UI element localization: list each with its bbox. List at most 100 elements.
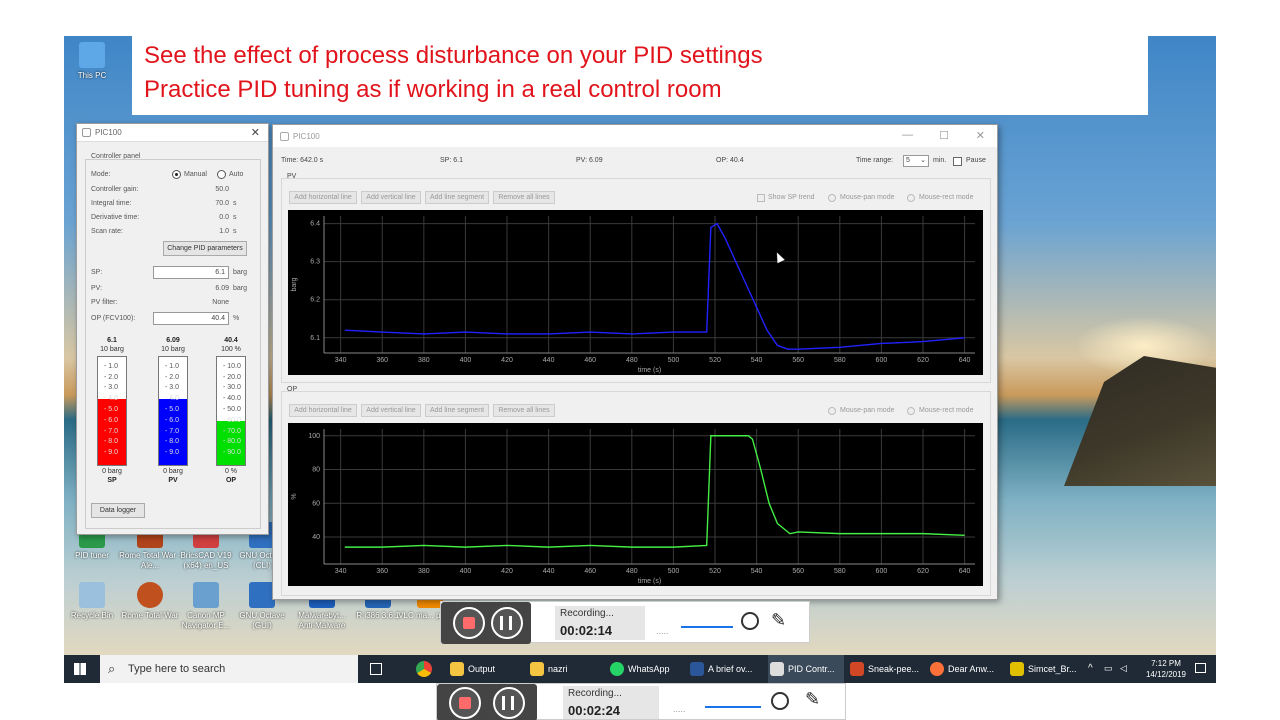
op-readout: OP: 40.4 bbox=[716, 157, 744, 164]
webcam-icon[interactable] bbox=[771, 692, 789, 710]
volume-slider[interactable] bbox=[705, 706, 761, 708]
pause-record-button[interactable] bbox=[493, 687, 525, 719]
bar-tick: - 9.0 bbox=[165, 449, 180, 457]
pv-mouse-pan-radio[interactable] bbox=[828, 194, 836, 202]
op-add-horizontal-line-button[interactable]: Add horizontal line bbox=[289, 404, 357, 417]
op-input[interactable]: 40.4 bbox=[153, 312, 229, 325]
taskbar-item-powerpoint[interactable]: Sneak-pee... bbox=[848, 655, 924, 683]
maximize-icon[interactable]: ☐ bbox=[939, 130, 949, 142]
taskbar-item-whatsapp[interactable]: WhatsApp bbox=[608, 655, 684, 683]
task-view-icon[interactable] bbox=[370, 663, 382, 675]
taskbar-item-firefox[interactable]: Dear Anw... bbox=[928, 655, 1004, 683]
controller-panel bbox=[85, 159, 261, 529]
stop-record-button[interactable] bbox=[453, 607, 485, 639]
change-pid-button[interactable]: Change PID parameters bbox=[163, 241, 247, 256]
time-range-select[interactable]: 5 ⌄ bbox=[903, 155, 929, 167]
mode-manual-radio[interactable] bbox=[172, 170, 181, 179]
recorder-controls bbox=[437, 684, 537, 720]
windows-start-icon[interactable] bbox=[74, 663, 86, 675]
minimize-icon[interactable]: — bbox=[902, 129, 913, 141]
op-x-label: time (s) bbox=[638, 578, 661, 585]
webcam-icon[interactable] bbox=[741, 612, 759, 630]
recording-time: 00:02:24 bbox=[568, 703, 621, 718]
word-icon bbox=[690, 662, 704, 676]
taskbar-item-word[interactable]: A brief ov... bbox=[688, 655, 764, 683]
time-range-unit: min. bbox=[933, 157, 947, 164]
pen-icon[interactable]: ✎ bbox=[771, 610, 787, 630]
time-readout: Time: 642.0 s bbox=[281, 157, 324, 164]
derivative-value: 0.0 bbox=[219, 214, 229, 221]
taskbar-item-label: Sneak-pee... bbox=[868, 664, 920, 674]
op-series-line bbox=[344, 435, 965, 548]
op-add-line-segment-button[interactable]: Add line segment bbox=[425, 404, 489, 417]
taskbar-item-simcet[interactable]: Simcet_Br... bbox=[1008, 655, 1084, 683]
stop-icon bbox=[463, 617, 475, 629]
volume-icon[interactable]: ◁ bbox=[1120, 663, 1127, 673]
bar-value: 6.09 bbox=[166, 337, 180, 344]
desktop-icon-rome[interactable]: Rome Total War bbox=[118, 582, 182, 621]
mode-auto-label: Auto bbox=[229, 171, 244, 178]
op-x-tick: 420 bbox=[501, 568, 513, 575]
close-icon[interactable]: ✕ bbox=[250, 127, 260, 139]
pen-icon[interactable]: ✎ bbox=[805, 689, 821, 709]
gain-value: 50.0 bbox=[215, 186, 229, 193]
desktop-icon-octave-gui[interactable]: GNU Octave (GUI) bbox=[230, 582, 294, 631]
chrome-icon[interactable] bbox=[416, 661, 432, 677]
recorder-controls bbox=[441, 602, 531, 644]
title-bar[interactable]: PIC100 ✕ bbox=[77, 124, 268, 142]
bar-tick: - 50.0 bbox=[223, 406, 241, 413]
title-bar[interactable]: PIC100 — ☐ ✕ bbox=[273, 125, 997, 147]
pv-mouse-rect-radio[interactable] bbox=[907, 194, 915, 202]
bar-min-label: 0 barg bbox=[163, 468, 183, 475]
desktop-icon-this-pc[interactable]: This PC bbox=[64, 42, 124, 81]
pv-add-horizontal-line-button[interactable]: Add horizontal line bbox=[289, 191, 357, 204]
tray-chevron-icon[interactable]: ^ bbox=[1088, 663, 1093, 674]
pv-add-line-segment-button[interactable]: Add line segment bbox=[425, 191, 489, 204]
notifications-icon[interactable] bbox=[1195, 663, 1206, 673]
mode-manual-label: Manual bbox=[184, 171, 207, 178]
bar-value: 6.1 bbox=[107, 337, 117, 344]
bar-max-label: 100 % bbox=[221, 346, 241, 353]
pause-checkbox[interactable] bbox=[953, 157, 962, 166]
op-trend-plot[interactable]: 340 360 380 400 420 440 460 480 500 520 540 560 580 6… bbox=[288, 423, 983, 586]
taskbar: ⌕ Type here to search Output nazri Whats… bbox=[64, 655, 1216, 683]
scan-value: 1.0 bbox=[219, 228, 229, 235]
clock[interactable]: 7:12 PM 14/12/2019 bbox=[1146, 658, 1186, 680]
bar-tick: - 7.0 bbox=[165, 427, 180, 435]
show-sp-trend-checkbox[interactable] bbox=[757, 194, 765, 202]
pv-value: 6.09 bbox=[215, 285, 229, 292]
pv-add-vertical-line-button[interactable]: Add vertical line bbox=[361, 191, 421, 204]
pv-y-label: barg bbox=[291, 277, 298, 291]
data-logger-button[interactable]: Data logger bbox=[91, 503, 145, 518]
powerpoint-icon bbox=[850, 662, 864, 676]
op-remove-all-lines-button[interactable]: Remove all lines bbox=[493, 404, 555, 417]
op-mouse-pan-radio[interactable] bbox=[828, 407, 836, 415]
search-box[interactable]: ⌕ Type here to search bbox=[100, 655, 358, 683]
pause-record-button[interactable] bbox=[491, 607, 523, 639]
pv-trend-plot[interactable]: 340 360 380 400 420 440 460 480 500 520 540 560 580 6… bbox=[288, 210, 983, 375]
taskbar-item-pid-controller[interactable]: PID Contr... bbox=[768, 655, 844, 683]
stop-record-button[interactable] bbox=[449, 687, 481, 719]
taskbar-item-nazri[interactable]: nazri bbox=[528, 655, 604, 683]
bar-tick: - 5.0 bbox=[165, 406, 180, 413]
op-x-tick: 580 bbox=[834, 568, 846, 575]
op-add-vertical-line-button[interactable]: Add vertical line bbox=[361, 404, 421, 417]
sp-input[interactable]: 6.1 bbox=[153, 266, 229, 279]
controller-window: PIC100 ✕ Controller panel Mode: Manual A… bbox=[76, 123, 269, 535]
pv-mouse-pan-label: Mouse-pan mode bbox=[840, 194, 895, 201]
desktop-icon-canon[interactable]: Canon MP Navigator E... bbox=[174, 582, 238, 631]
close-icon[interactable]: ✕ bbox=[975, 130, 985, 142]
volume-slider[interactable] bbox=[681, 626, 733, 628]
desktop-icon-label: Rome Total War - Ale... bbox=[119, 551, 181, 570]
pv-y-tick: 6.2 bbox=[310, 297, 320, 304]
desktop-icon-recycle-bin[interactable]: Recycle Bin bbox=[64, 582, 124, 621]
recording-label: Recording... bbox=[560, 608, 614, 619]
mode-auto-radio[interactable] bbox=[217, 170, 226, 179]
taskbar-item-output[interactable]: Output bbox=[448, 655, 524, 683]
desktop-icon-label: BricsCAD V19 (x64) en_US bbox=[180, 551, 232, 570]
network-icon[interactable]: ▭ bbox=[1104, 663, 1113, 673]
sp-label: SP: bbox=[91, 269, 103, 276]
pv-remove-all-lines-button[interactable]: Remove all lines bbox=[493, 191, 555, 204]
bar-tick: - 40.0 bbox=[223, 395, 241, 403]
op-mouse-rect-radio[interactable] bbox=[907, 407, 915, 415]
